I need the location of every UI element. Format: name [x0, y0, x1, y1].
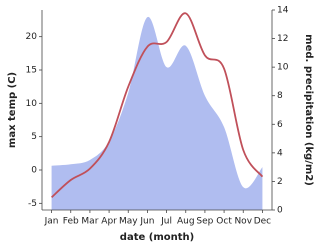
y2-tick-label: 8: [277, 91, 283, 101]
y2-axis-label: med. precipitation (kg/m2): [303, 34, 314, 186]
y-tick-label: -5: [28, 199, 37, 209]
x-tick-label: Jan: [44, 217, 59, 227]
x-tick-label: Oct: [216, 217, 232, 227]
y-tick-label: 20: [26, 32, 38, 42]
y2-tick-label: 0: [277, 206, 283, 216]
x-tick-label: May: [119, 217, 138, 227]
x-tick-label: Dec: [254, 217, 271, 227]
x-tick-label: Apr: [101, 217, 117, 227]
y-tick-label: 5: [31, 132, 37, 142]
precipitation-area: [51, 16, 263, 210]
x-tick-label: Mar: [81, 217, 98, 227]
y2-tick-label: 2: [277, 177, 283, 187]
y2-tick-label: 10: [277, 63, 289, 73]
x-tick-label: Aug: [177, 217, 195, 227]
x-tick-label: Jun: [139, 217, 154, 227]
x-axis-label: date (month): [120, 232, 194, 243]
y-tick-label: 10: [26, 99, 38, 109]
y2-tick-label: 14: [277, 6, 289, 16]
y2-tick-label: 6: [277, 120, 283, 130]
y-tick-label: 15: [26, 66, 37, 76]
y-tick-label: 0: [31, 166, 37, 176]
y2-tick-label: 4: [277, 148, 283, 158]
x-tick-label: Nov: [234, 217, 252, 227]
y-axis-label: max temp (C): [7, 72, 18, 148]
temperature-line: [50, 12, 264, 199]
y2-tick-label: 12: [277, 34, 288, 44]
x-tick-label: Sep: [196, 217, 213, 227]
x-tick-label: Feb: [63, 217, 79, 227]
x-tick-label: Jul: [160, 217, 172, 227]
